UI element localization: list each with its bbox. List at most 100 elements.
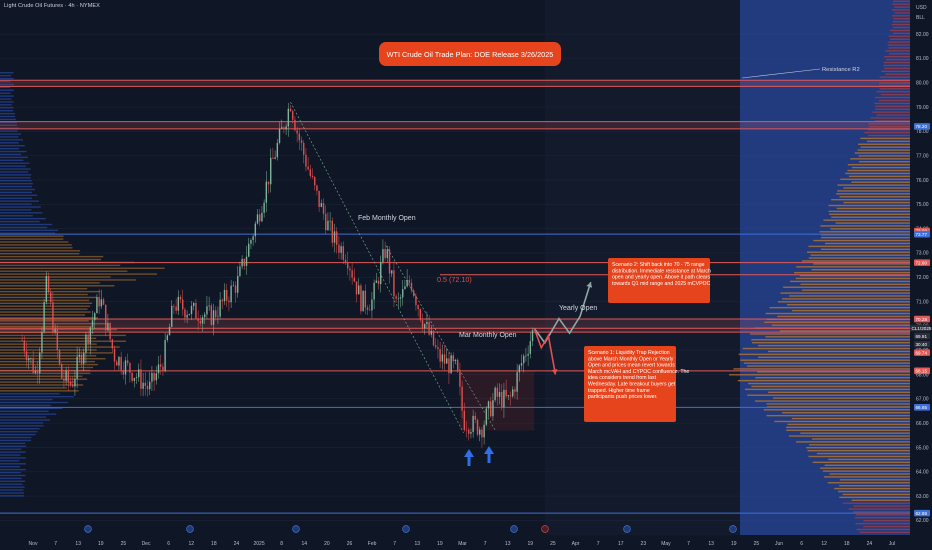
candle-body — [124, 360, 127, 375]
candle-body — [85, 334, 87, 353]
price-tick-label: 73.00 — [916, 251, 929, 257]
price-tag-box — [914, 341, 930, 348]
volume-bar — [884, 67, 910, 70]
candle-body — [397, 298, 400, 300]
candle-body — [333, 231, 336, 243]
volume-bar — [879, 76, 910, 78]
time-tick-label: 13 — [505, 541, 511, 547]
candle-body — [188, 314, 191, 315]
candle-body — [417, 305, 419, 310]
volume-bar — [796, 266, 910, 268]
volume-bar — [0, 136, 19, 138]
event-calendar-icon — [186, 525, 194, 533]
volume-bar — [0, 489, 24, 491]
price-tag-box — [910, 324, 930, 332]
volume-bar — [810, 254, 910, 256]
volume-bar — [0, 340, 126, 342]
volume-bar — [774, 420, 910, 423]
scenario-2-box — [608, 258, 710, 303]
candle-body — [248, 243, 250, 257]
candle-body — [316, 185, 318, 191]
price-axis[interactable]: USD BLL 62.00 63.00 64.00 65.00 66.00 67.00 68… — [910, 0, 932, 550]
scenario-2-callout[interactable]: Scenario 2: Shift back into 70 - 75 rang… — [608, 258, 711, 303]
candle-body — [61, 363, 63, 379]
volume-bar — [0, 194, 38, 197]
volume-bar — [0, 422, 44, 424]
candle-body — [234, 285, 237, 293]
candle-body — [342, 246, 345, 260]
event-calendar-icon — [541, 525, 549, 533]
volume-bar — [867, 128, 910, 131]
volume-bar — [887, 44, 910, 46]
candle-body — [281, 127, 283, 129]
callout-line: distribution. Immediate resistance at Ma… — [612, 268, 711, 274]
candle-body — [261, 212, 263, 222]
candle-body — [135, 377, 138, 379]
candle-body — [78, 354, 81, 357]
volume-bar — [822, 470, 910, 472]
price-tick-label: 63.00 — [916, 494, 929, 500]
volume-bar — [0, 267, 165, 269]
volume-bar — [892, 15, 910, 17]
candle-body — [122, 370, 125, 375]
volume-bar — [0, 334, 126, 337]
volume-bar — [766, 403, 910, 405]
volume-bar — [0, 404, 51, 407]
volume-bar — [0, 206, 41, 208]
volume-bar — [0, 115, 16, 118]
candle-body — [272, 157, 274, 159]
time-axis[interactable]: Nov 7 13 19 25 Dec 6 12 18 24 2025 8 14 20 26 Feb 7 13 19 M… — [0, 525, 932, 550]
volume-bar — [829, 473, 910, 475]
volume-profile-left — [0, 72, 165, 497]
event-calendar-icon — [84, 525, 92, 533]
volume-bar — [787, 304, 910, 306]
volume-bar — [0, 255, 104, 258]
volume-bar — [0, 171, 29, 173]
feb-monthly-open-label: Feb Monthly Open — [358, 215, 416, 222]
candle-body — [204, 314, 206, 318]
candle-body — [63, 378, 65, 381]
candle-body — [336, 231, 338, 245]
price-tick-label: 82.00 — [916, 32, 929, 38]
volume-bar — [0, 442, 26, 445]
time-tick-label: Nov — [29, 541, 38, 547]
candle-body — [331, 220, 334, 243]
volume-bar — [782, 412, 910, 414]
volume-bar — [892, 20, 910, 23]
time-tick-label: 25 — [121, 541, 127, 547]
volume-bar — [801, 260, 910, 262]
scenario-1-callout[interactable]: Scenario 1: Liquidity Trap Rejection abov… — [584, 346, 689, 422]
volume-bar — [890, 38, 910, 40]
candle-body — [276, 142, 279, 158]
candle-body — [287, 108, 290, 127]
volume-bar — [883, 64, 910, 67]
volume-bar — [0, 468, 26, 471]
volume-bar — [848, 508, 910, 510]
candle-body — [100, 299, 103, 307]
title-callout[interactable]: WTI Crude Oil Trade Plan: DOE Release 3/… — [379, 42, 561, 66]
time-tick-label: Jul — [889, 541, 895, 547]
volume-bar — [836, 193, 910, 195]
candle-body — [459, 371, 461, 387]
candle-body — [329, 220, 331, 222]
candle-body — [34, 370, 37, 373]
candle-body — [402, 289, 404, 298]
volume-bar — [869, 126, 910, 128]
volume-bar — [767, 391, 910, 393]
candle-body — [527, 353, 529, 356]
volume-bar — [0, 250, 81, 252]
time-tick-label: 13 — [75, 541, 81, 547]
candle-body — [479, 429, 481, 435]
volume-bar — [807, 449, 910, 452]
candle-body — [182, 299, 184, 310]
candle-body — [21, 340, 23, 342]
volume-bar — [857, 149, 910, 151]
up-arrow-icon — [464, 449, 474, 466]
candle-body — [507, 395, 510, 397]
volume-bar — [0, 352, 113, 354]
price-candles[interactable] — [21, 102, 534, 448]
volume-bar — [0, 302, 93, 304]
time-axis-ticks: Nov 7 13 19 25 Dec 6 12 18 24 2025 8 14 20 26 Feb 7 13 19 M… — [29, 541, 896, 547]
horizontal-levels — [0, 79, 910, 514]
